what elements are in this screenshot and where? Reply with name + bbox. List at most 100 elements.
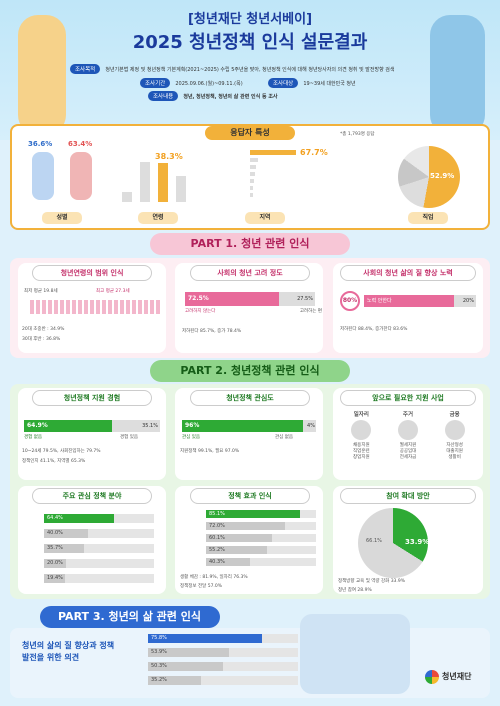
p2-effect-note-1: 생활 체감 : 81.9%, 일자리 76.3%	[180, 575, 248, 580]
p1-consider-title: 사회의 청년 고려 정도	[190, 265, 310, 281]
p1-age-range-title: 청년연령의 범위 인식	[32, 265, 152, 281]
p2-experience-l1: 경험 없음	[24, 435, 42, 440]
part2-title: PART 2. 청년정책 관련 인식	[150, 360, 350, 382]
part1-title: PART 1. 청년 관련 인식	[150, 233, 350, 255]
effect-bar-track: 72.0%	[206, 522, 316, 530]
p3-bar: 35.2%	[148, 676, 201, 685]
p1-consider-l1: 고려하지 않는다	[185, 309, 216, 314]
gender-label: 성별	[42, 212, 82, 224]
region-bar-5	[250, 179, 254, 183]
age-bar-1	[122, 192, 132, 202]
fields-bar: 64.4%	[44, 514, 115, 523]
effect-bar: 40.3%	[206, 558, 250, 566]
region-bar-6	[250, 186, 253, 190]
gender-male-value: 63.4%	[68, 140, 93, 148]
survey-content: 조사내용 청년, 청년정책, 청년의 삶 관련 인식 등 조사	[148, 83, 388, 102]
p2-participation-pie	[358, 508, 428, 578]
p2-participation-v1: 33.9%	[405, 538, 430, 546]
p1-note-2: 30대 후반 : 36.8%	[22, 337, 61, 342]
p2-effect-chart: 85.1% 72.0% 60.1% 55.2% 40.3%	[206, 510, 316, 570]
p1-age-min: 최저 평균 19.8세	[24, 289, 58, 294]
gender-female-value: 36.6%	[28, 140, 53, 148]
p3-bar-track: 75.8%	[148, 634, 298, 643]
p3-bar: 75.8%	[148, 634, 262, 643]
fields-bar: 20.0%	[44, 559, 66, 568]
p1-note-1: 20대 초중반 : 34.9%	[22, 327, 65, 332]
p3-bar-track: 53.9%	[148, 648, 298, 657]
p1-age-bar	[30, 300, 160, 314]
p2-experience-note-2: 정책인지 41.1%, 지역별 65.3%	[22, 459, 86, 464]
p2-experience-bar: 64.9% 35.1%	[24, 420, 160, 432]
region-bar-4	[250, 172, 255, 176]
age-top-value: 38.3%	[155, 152, 183, 161]
p3-bar: 53.9%	[148, 648, 229, 657]
p2-experience-l2: 경험 있음	[120, 435, 138, 440]
p2-participation-title: 참여 확대 방안	[340, 488, 476, 504]
female-figure-icon	[32, 152, 54, 200]
part3-illustration	[300, 614, 410, 694]
age-label: 연령	[138, 212, 178, 224]
part3-title: PART 3. 청년의 삶 관련 인식	[40, 606, 220, 628]
needs-cat-housing: 주거 월세지원 공공임대 전세자금	[397, 412, 418, 460]
effect-bar-track: 85.1%	[206, 510, 316, 518]
p3-bar-track: 35.2%	[148, 676, 298, 685]
p2-fields-title: 주요 관심 정책 분야	[32, 488, 152, 504]
fields-bar-track: 19.4%	[44, 574, 154, 583]
region-bar-chart	[228, 150, 298, 208]
age-bar-3	[158, 163, 168, 202]
p1-age-max: 최고 평균 27.3세	[96, 289, 130, 294]
survey-target: 조사대상 19~39세 대한민국 청년	[268, 70, 408, 89]
character-right-illustration	[430, 15, 485, 135]
finance-icon	[444, 420, 465, 440]
part3-subtitle: 청년의 삶의 질 향상과 정책 발전을 위한 의견	[22, 641, 115, 662]
p1-consider-v1: 72.5%	[185, 292, 280, 306]
p2-interest-note: 지원정책 99.1%, 필요 97.0%	[180, 449, 240, 454]
male-figure-icon	[70, 152, 92, 200]
p2-interest-l1: 관심 있음	[182, 435, 200, 440]
fields-bar-track: 20.0%	[44, 559, 154, 568]
fields-bar: 19.4%	[44, 574, 65, 583]
fields-bar: 40.0%	[44, 529, 88, 538]
survey-period: 조사기간 2025.09.06.(월)~09.11.(목)	[140, 70, 280, 89]
p1-effort-v1: 80%	[340, 291, 360, 311]
region-top-value: 67.7%	[300, 148, 328, 157]
p2-needs-title: 앞으로 필요한 지원 사업	[340, 390, 476, 406]
p2-experience-v2: 35.1%	[112, 420, 160, 432]
p2-effect-title: 정책 효과 인식	[190, 488, 310, 504]
effect-bar-track: 60.1%	[206, 534, 316, 542]
character-left-illustration	[18, 15, 66, 135]
p3-bar: 50.3%	[148, 662, 223, 671]
p1-consider-v2: 27.5%	[279, 292, 315, 306]
jobs-icon	[351, 420, 372, 440]
region-bar-1	[250, 150, 296, 155]
p2-participation-note-1: 정책방향 교육 및 역량 강화 33.9%	[338, 579, 405, 584]
org-title: [청년재단 청년서베이]	[187, 12, 313, 27]
logo-icon	[425, 670, 439, 684]
needs-cat-finance: 금융 자산형성 대출지원 생활비	[444, 412, 465, 460]
p2-experience-v1: 64.9%	[24, 420, 113, 432]
p2-fields-chart: 64.4% 40.0% 35.7% 20.0% 19.4%	[44, 514, 154, 590]
effect-bar: 85.1%	[206, 510, 300, 518]
fields-bar-track: 40.0%	[44, 529, 154, 538]
p2-interest-title: 청년정책 관심도	[190, 390, 310, 406]
fields-bar-track: 64.4%	[44, 514, 154, 523]
age-bar-2	[140, 162, 150, 202]
respondents-total: *총 1,793명 응답	[340, 132, 375, 137]
p2-participation-note-2: 청년 참여 28.9%	[338, 588, 372, 593]
p2-interest-l2: 관심 없음	[275, 435, 293, 440]
p2-interest-bar: 96% 4%	[182, 420, 316, 432]
effect-bar: 72.0%	[206, 522, 286, 530]
p2-experience-title: 청년정책 지원 경험	[32, 390, 152, 406]
fields-bar: 35.7%	[44, 544, 84, 553]
effect-bar: 60.1%	[206, 534, 272, 542]
p2-experience-note-1: 10~24세 79.5%, 사회진입하는 79.7%	[22, 449, 101, 454]
age-bar-chart	[118, 150, 198, 202]
job-top-value: 52.9%	[430, 172, 455, 180]
p2-needs-categories: 일자리 채용지원 직업훈련 창업지원 주거 월세지원 공공임대 전세자금 금융 자산형성…	[338, 410, 478, 476]
p1-effort-l1: 노력 안한다	[364, 295, 454, 307]
p1-consider-bar: 72.5% 27.5%	[185, 292, 315, 306]
region-bar-3	[250, 165, 256, 169]
part3-chart: 75.8% 53.9% 50.3% 35.2%	[148, 634, 298, 694]
p1-consider-note: 저하된다 85.7%, 증가 78.4%	[182, 329, 242, 334]
job-pie-chart	[398, 146, 460, 208]
